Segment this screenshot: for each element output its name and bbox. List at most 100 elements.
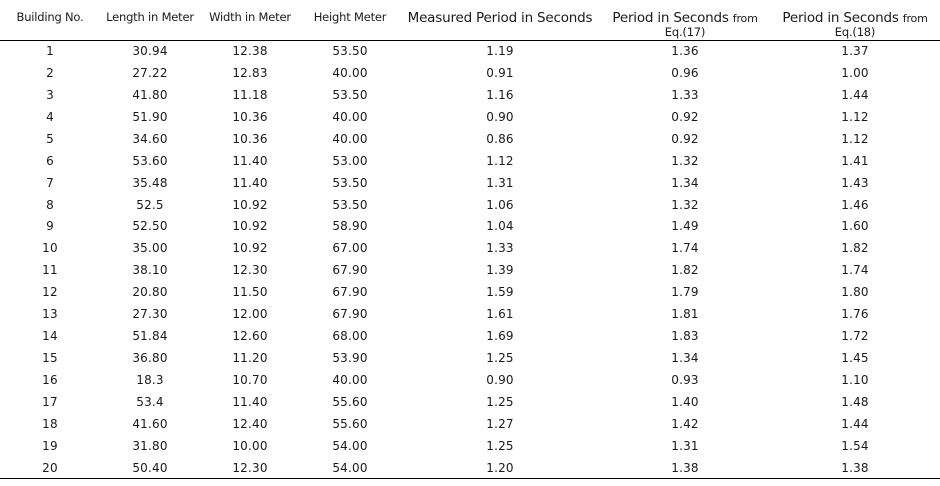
- length-cell: 53.60: [132, 153, 168, 168]
- table-row: 14 51.84 12.60 68.00 1.69 1.83 1.72: [0, 325, 940, 347]
- header-eq17-main: Period in Seconds: [612, 10, 729, 26]
- table-row: 20 50.40 12.30 54.00 1.20 1.38 1.38: [0, 456, 940, 480]
- period-eq17-cell: 1.34: [671, 175, 699, 190]
- height-cell: 67.90: [332, 263, 368, 278]
- length-cell: 31.80: [132, 438, 168, 453]
- measured-period-cell: 0.90: [486, 373, 514, 388]
- height-cell: 53.00: [332, 153, 368, 168]
- width-cell: 10.92: [232, 241, 268, 256]
- height-cell: 55.60: [332, 394, 368, 409]
- period-eq18-cell: 1.12: [841, 131, 869, 146]
- width-cell: 12.83: [232, 65, 268, 80]
- table-row: 1 30.94 12.38 53.50 1.19 1.36 1.37: [0, 40, 940, 62]
- measured-period-cell: 1.19: [486, 44, 514, 59]
- length-cell: 41.80: [132, 87, 168, 102]
- building-no-cell: 4: [46, 109, 54, 124]
- length-cell: 51.90: [132, 109, 168, 124]
- length-cell: 20.80: [132, 285, 168, 300]
- table-row: 4 51.90 10.36 40.00 0.90 0.92 1.12: [0, 106, 940, 128]
- length-cell: 30.94: [132, 44, 168, 59]
- period-eq17-cell: 1.40: [671, 394, 699, 409]
- building-no-cell: 11: [42, 263, 58, 278]
- measured-period-cell: 1.04: [486, 219, 514, 234]
- period-eq18-cell: 1.10: [841, 373, 869, 388]
- period-eq17-cell: 0.92: [671, 109, 699, 124]
- period-eq18-cell: 1.37: [841, 44, 869, 59]
- width-cell: 12.30: [232, 263, 268, 278]
- header-width: Width in Meter: [209, 10, 291, 24]
- width-cell: 11.40: [232, 153, 268, 168]
- period-eq17-cell: 1.38: [600, 456, 770, 480]
- table-row: 16 18.3 10.70 40.00 0.90 0.93 1.10: [0, 369, 940, 391]
- width-cell: 11.40: [232, 175, 268, 190]
- measured-period-cell: 1.61: [486, 307, 514, 322]
- height-cell: 54.00: [332, 438, 368, 453]
- building-no-cell: 15: [42, 351, 58, 366]
- period-eq18-cell: 1.80: [841, 285, 869, 300]
- width-cell: 11.40: [232, 394, 268, 409]
- table-row: 19 31.80 10.00 54.00 1.25 1.31 1.54: [0, 435, 940, 457]
- building-no-cell: 14: [42, 329, 58, 344]
- header-period-eq18: Period in Seconds from Eq.(18): [770, 0, 940, 40]
- table-body: 1 30.94 12.38 53.50 1.19 1.36 1.37 2 27.22 12.83 4…: [0, 40, 940, 480]
- table-row: 17 53.4 11.40 55.60 1.25 1.40 1.48: [0, 391, 940, 413]
- period-eq17-cell: 1.31: [671, 438, 699, 453]
- table-row: 10 35.00 10.92 67.00 1.33 1.74 1.82: [0, 237, 940, 259]
- header-eq17-ref: Eq.(17): [664, 25, 706, 39]
- period-eq17-cell: 1.74: [671, 241, 699, 256]
- height-cell: 58.90: [332, 219, 368, 234]
- length-cell: 27.30: [132, 307, 168, 322]
- header-measured-period: Measured Period in Seconds: [407, 10, 593, 26]
- length-cell: 41.60: [132, 416, 168, 431]
- period-eq17-cell: 0.96: [671, 65, 699, 80]
- period-eq18-cell: 1.72: [841, 329, 869, 344]
- period-eq18-cell: 1.54: [841, 438, 869, 453]
- width-cell: 10.36: [232, 131, 268, 146]
- period-eq17-cell: 1.49: [671, 219, 699, 234]
- building-no-cell: 1: [46, 44, 54, 59]
- length-cell: 38.10: [132, 263, 168, 278]
- table-row: 9 52.50 10.92 58.90 1.04 1.49 1.60: [0, 216, 940, 238]
- table-row: 12 20.80 11.50 67.90 1.59 1.79 1.80: [0, 281, 940, 303]
- building-no-cell: 8: [46, 197, 54, 212]
- table-row: 5 34.60 10.36 40.00 0.86 0.92 1.12: [0, 128, 940, 150]
- measured-period-cell: 1.20: [400, 456, 600, 480]
- header-building-no: Building No.: [16, 10, 84, 24]
- width-cell: 10.92: [232, 197, 268, 212]
- period-eq18-cell: 1.00: [841, 65, 869, 80]
- table-row: 7 35.48 11.40 53.50 1.31 1.34 1.43: [0, 172, 940, 194]
- length-cell: 52.5: [136, 197, 164, 212]
- measured-period-cell: 1.16: [486, 87, 514, 102]
- period-eq17-cell: 1.83: [671, 329, 699, 344]
- period-eq18-cell: 1.74: [841, 263, 869, 278]
- width-cell: 10.70: [232, 373, 268, 388]
- height-cell: 53.50: [332, 44, 368, 59]
- header-eq18-from: from: [902, 12, 928, 25]
- period-eq17-cell: 1.33: [671, 87, 699, 102]
- period-eq18-cell: 1.41: [841, 153, 869, 168]
- measured-period-cell: 1.33: [486, 241, 514, 256]
- measured-period-cell: 1.27: [486, 416, 514, 431]
- width-cell: 12.00: [232, 307, 268, 322]
- width-cell: 11.18: [232, 87, 268, 102]
- length-cell: 35.48: [132, 175, 168, 190]
- height-cell: 67.90: [332, 307, 368, 322]
- measured-period-cell: 1.06: [486, 197, 514, 212]
- height-cell: 68.00: [332, 329, 368, 344]
- building-no-cell: 18: [42, 416, 58, 431]
- width-cell: 12.30: [200, 456, 300, 480]
- period-eq18-cell: 1.38: [770, 456, 940, 480]
- height-cell: 40.00: [332, 373, 368, 388]
- header-length: Length in Meter: [106, 10, 194, 24]
- building-no-cell: 16: [42, 373, 58, 388]
- height-cell: 54.00: [300, 456, 400, 480]
- period-eq17-cell: 1.79: [671, 285, 699, 300]
- table-row: 11 38.10 12.30 67.90 1.39 1.82 1.74: [0, 259, 940, 281]
- table-row: 8 52.5 10.92 53.50 1.06 1.32 1.46: [0, 194, 940, 216]
- building-no-cell: 7: [46, 175, 54, 190]
- length-cell: 53.4: [136, 394, 164, 409]
- width-cell: 12.40: [232, 416, 268, 431]
- length-cell: 27.22: [132, 65, 168, 80]
- header-eq18-ref: Eq.(18): [834, 25, 876, 39]
